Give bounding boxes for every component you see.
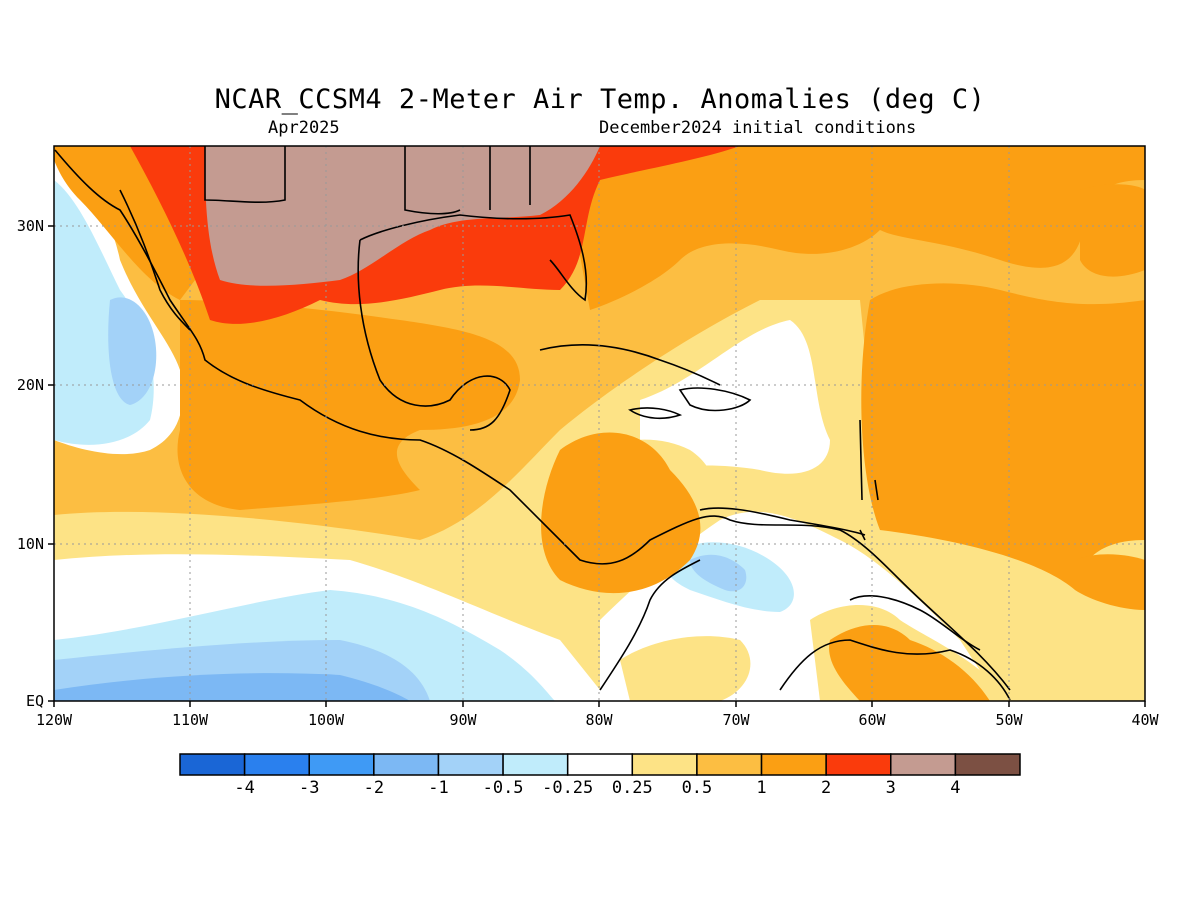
colorbar-label: 1	[756, 778, 766, 798]
colorbar-label: -0.5	[483, 778, 524, 798]
axis-ticks	[48, 225, 1146, 707]
lon-label: 120W	[36, 711, 73, 729]
colorbar-swatch	[566, 753, 634, 776]
colorbar-swatch	[631, 753, 698, 776]
colorbar-swatch	[179, 753, 246, 776]
lon-label: 100W	[308, 711, 345, 729]
lon-label: 60W	[858, 711, 886, 729]
colorbar: -4 -3 -2 -1 -0.5 -0.25 0.25 0.5 1 2 3 4	[179, 753, 1021, 798]
lat-labels: 30N 20N 10N EQ	[17, 217, 44, 710]
colorbar-swatch	[890, 753, 957, 776]
colorbar-swatch	[243, 753, 310, 776]
colorbar-label: -1	[428, 778, 448, 798]
colorbar-label: -4	[234, 778, 254, 798]
anomaly-shading	[54, 146, 1145, 701]
colorbar-label: -0.25	[542, 778, 593, 798]
colorbar-swatch	[696, 753, 763, 776]
gridlines	[54, 146, 1145, 701]
colorbar-swatch	[760, 753, 827, 776]
lon-label: 50W	[995, 711, 1023, 729]
lat-label: 30N	[17, 217, 44, 235]
lon-label: 110W	[172, 711, 209, 729]
colorbar-swatch	[308, 753, 375, 776]
lon-labels: 120W 110W 100W 90W 80W 70W 60W 50W 40W	[36, 711, 1160, 729]
lon-label: 70W	[722, 711, 750, 729]
lon-label: 40W	[1131, 711, 1159, 729]
coastlines	[54, 146, 1011, 701]
colorbar-label: -2	[364, 778, 384, 798]
lat-label: 10N	[17, 535, 44, 553]
lon-label: 80W	[585, 711, 613, 729]
colorbar-swatch	[437, 753, 504, 776]
colorbar-swatch	[373, 753, 440, 776]
colorbar-label: 3	[886, 778, 896, 798]
colorbar-label: 0.25	[612, 778, 653, 798]
colorbar-label: 0.5	[682, 778, 713, 798]
colorbar-label: 2	[821, 778, 831, 798]
colorbar-swatch	[502, 753, 569, 776]
lat-label: 20N	[17, 376, 44, 394]
colorbar-label: -3	[299, 778, 319, 798]
map-title: NCAR_CCSM4 2-Meter Air Temp. Anomalies (…	[214, 84, 986, 115]
lat-label: EQ	[26, 692, 44, 710]
colorbar-label: 4	[950, 778, 960, 798]
init-conditions-label: December2024 initial conditions	[599, 118, 917, 138]
colorbar-swatch	[954, 753, 1021, 776]
valid-month-label: Apr2025	[268, 118, 340, 138]
colorbar-swatch	[825, 753, 892, 776]
lon-label: 90W	[449, 711, 477, 729]
